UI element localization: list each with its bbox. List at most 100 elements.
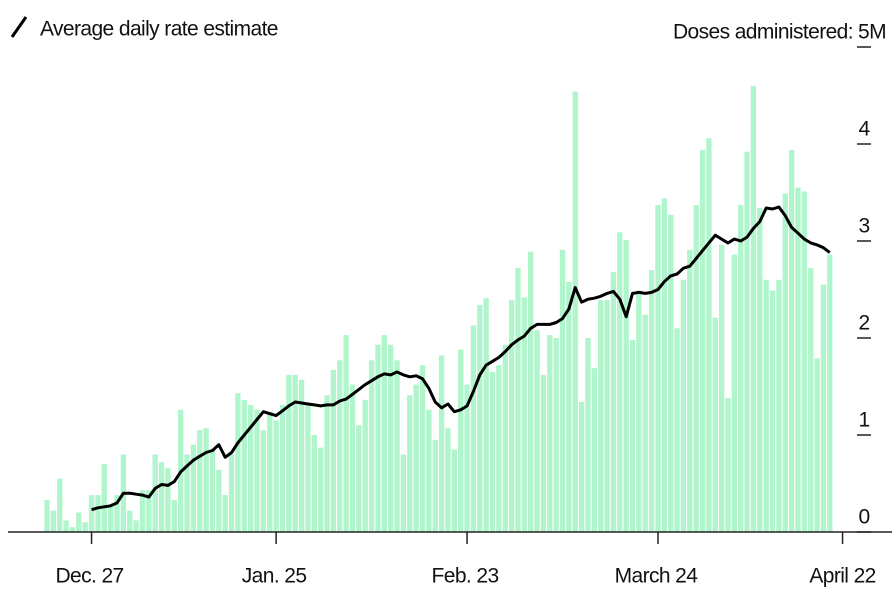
bar [801, 191, 808, 532]
bar [235, 393, 241, 532]
bar [782, 193, 788, 532]
bar [95, 495, 101, 532]
bar [699, 149, 706, 532]
bar [324, 395, 330, 532]
bar [349, 384, 356, 532]
bar [820, 284, 827, 532]
bar [426, 409, 432, 532]
bar [44, 499, 50, 532]
bar [827, 254, 833, 532]
bar [712, 317, 718, 532]
bar [419, 365, 426, 532]
bar [578, 402, 585, 532]
bar [668, 214, 674, 532]
bar [158, 462, 165, 532]
bar [337, 360, 343, 532]
bar [687, 249, 693, 533]
bar [808, 268, 814, 532]
bar [769, 290, 776, 532]
bar [114, 495, 120, 532]
bar [139, 490, 146, 532]
bar [216, 469, 222, 532]
bar [381, 335, 387, 532]
bar [254, 409, 260, 532]
bar [648, 270, 655, 532]
bar [298, 379, 305, 532]
bar [477, 305, 483, 532]
bar [356, 425, 362, 532]
bar [445, 428, 451, 532]
bar [776, 279, 782, 532]
bar [317, 447, 324, 532]
bar [286, 374, 292, 532]
bar [623, 240, 629, 532]
bar [305, 404, 311, 532]
bar [311, 435, 317, 532]
y-tick-label: 2 [858, 312, 869, 335]
bar [152, 454, 158, 532]
bar [718, 244, 725, 532]
bar [394, 360, 400, 532]
bar [438, 355, 445, 532]
bar [400, 454, 407, 532]
bar [629, 339, 636, 532]
bar [814, 358, 820, 532]
bar [368, 360, 375, 532]
legend-label: Average daily rate estimate [40, 18, 278, 41]
bar [101, 464, 107, 532]
x-tick-label: Feb. 23 [432, 565, 499, 588]
bar [706, 138, 712, 532]
bar [744, 151, 750, 532]
bar [458, 349, 464, 532]
bar [267, 411, 273, 532]
bar [146, 490, 152, 532]
bar [127, 510, 133, 532]
bar [534, 330, 540, 532]
bar [617, 232, 623, 532]
bar [610, 272, 617, 532]
bar [470, 325, 477, 532]
bar [508, 300, 515, 532]
bar [788, 149, 795, 532]
bar [388, 344, 394, 532]
y-tick-label: 0 [858, 506, 869, 529]
bar [496, 365, 502, 532]
bar [547, 335, 553, 532]
bar [674, 328, 680, 532]
bar [57, 478, 63, 532]
bar [591, 368, 598, 532]
bar [483, 298, 489, 532]
bar [642, 314, 648, 532]
bar [680, 279, 687, 532]
bar [330, 370, 337, 532]
bar [184, 454, 190, 532]
y-axis-label: Doses administered: [673, 21, 853, 44]
bar [731, 254, 738, 532]
bar [209, 449, 216, 532]
bar [190, 444, 197, 532]
bar [69, 527, 76, 532]
bar [566, 281, 572, 532]
y-tick-label: 3 [858, 215, 869, 238]
bar [795, 187, 801, 532]
bar [636, 290, 642, 532]
bar [540, 374, 547, 532]
bar [292, 374, 298, 532]
bar [502, 344, 508, 532]
bar [413, 384, 419, 532]
bar [165, 467, 171, 532]
bar [228, 454, 235, 532]
bar [203, 428, 209, 532]
bar [572, 91, 578, 533]
bar [598, 300, 604, 532]
y-tick-label: 1 [858, 409, 869, 432]
bar [521, 297, 528, 532]
bar [763, 279, 769, 532]
bar [279, 404, 286, 532]
bar [489, 371, 496, 532]
x-tick-label: Dec. 27 [55, 565, 123, 588]
bar [451, 449, 457, 532]
bar [222, 495, 228, 532]
bar [197, 430, 203, 532]
